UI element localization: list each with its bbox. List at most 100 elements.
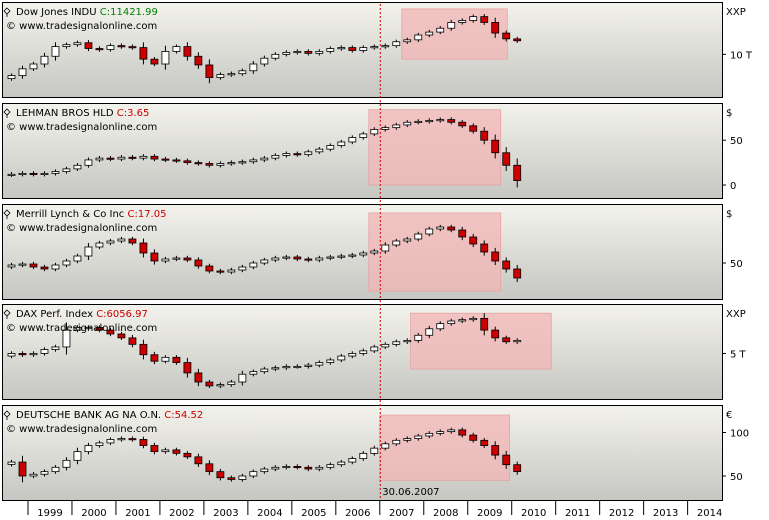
candle	[403, 436, 412, 443]
candle-body-down	[469, 125, 478, 132]
candle	[403, 37, 412, 44]
panel-title: Dow Jones INDU C:11421.99	[16, 7, 158, 18]
candle	[447, 117, 456, 125]
candle	[414, 433, 423, 441]
candle	[447, 318, 456, 326]
candle	[73, 40, 82, 47]
candle	[150, 56, 159, 67]
x-tick-label: 2003	[213, 508, 238, 519]
candle	[40, 264, 49, 272]
candle	[370, 445, 379, 456]
panel-3[interactable]: Merrill Lynch & Co Inc C:17.05 © www.trad…	[2, 204, 743, 300]
candle-body-up	[260, 57, 269, 65]
candle-body-down	[469, 236, 478, 245]
candle-body-down	[128, 46, 137, 49]
candle	[381, 441, 390, 451]
candle-body-up	[117, 156, 126, 160]
candle	[513, 36, 522, 43]
candle	[18, 351, 27, 357]
candle-body-up	[51, 466, 60, 473]
candle-body-down	[128, 156, 137, 159]
candle	[425, 226, 434, 237]
y-tick-label: 100	[730, 428, 749, 439]
candle-body-down	[469, 434, 478, 441]
candle-body-up	[425, 228, 434, 235]
candle-body-up	[469, 317, 478, 321]
instrument-name: LEHMAN BROS HLD	[16, 108, 117, 119]
candle-body-down	[491, 329, 500, 339]
candle	[172, 355, 181, 365]
candle	[106, 437, 115, 446]
candle	[172, 44, 181, 54]
candle	[18, 171, 27, 177]
candle-body-up	[337, 355, 346, 361]
candle	[315, 465, 324, 472]
watermark: © www.tradesignalonline.com	[6, 21, 157, 32]
candle-body-up	[29, 353, 38, 356]
candle	[458, 18, 467, 25]
candle	[513, 264, 522, 283]
candle	[337, 253, 346, 260]
candle	[216, 382, 225, 389]
axis-unit: XXP	[726, 7, 746, 18]
candle	[7, 172, 16, 177]
candle-body-up	[392, 240, 401, 246]
candle	[249, 369, 258, 377]
candle	[348, 45, 357, 53]
panel-2[interactable]: LEHMAN BROS HLD C:3.65 © www.tradesignalo…	[2, 103, 743, 199]
candle-body-up	[216, 384, 225, 387]
candle-body-up	[161, 258, 170, 262]
candle-body-up	[216, 163, 225, 166]
candle-body-up	[337, 255, 346, 258]
candle	[194, 160, 203, 166]
candle	[436, 429, 445, 436]
x-tick-label: 2001	[125, 508, 150, 519]
candle	[491, 441, 500, 460]
candle-body-up	[260, 259, 269, 264]
watermark: © www.tradesignalonline.com	[6, 122, 157, 133]
candle-body-down	[513, 164, 522, 181]
candle-body-down	[304, 51, 313, 54]
candle	[282, 364, 291, 370]
panel-1[interactable]: Dow Jones INDU C:11421.99 © www.tradesign…	[2, 2, 753, 98]
forecast-zone	[401, 8, 508, 60]
candle	[84, 40, 93, 52]
candle	[227, 379, 236, 387]
candle-body-up	[106, 240, 115, 244]
candle-body-down	[150, 155, 159, 160]
candle	[480, 127, 489, 145]
candle-body-down	[194, 456, 203, 465]
candle-body-down	[194, 162, 203, 165]
panel-background	[2, 103, 723, 199]
candle-body-up	[249, 262, 258, 268]
panel-4[interactable]: DAX Perf. Index C:6056.97 © www.tradesign…	[2, 304, 747, 400]
candle-body-down	[18, 461, 27, 477]
candle	[502, 30, 511, 42]
candle-body-down	[29, 263, 38, 268]
candle-body-up	[73, 255, 82, 262]
candle-body-up	[315, 148, 324, 153]
candle	[7, 262, 16, 270]
candle	[194, 453, 203, 467]
candle-body-up	[337, 47, 346, 50]
candle	[95, 440, 104, 448]
candle	[139, 436, 148, 449]
panel-5[interactable]: DEUTSCHE BANK AG NA O.N. C:54.52 © www.tr…	[2, 405, 750, 501]
candle-body-up	[40, 471, 49, 475]
candle-body-up	[359, 47, 368, 51]
candle	[161, 45, 170, 70]
candle	[18, 65, 27, 79]
candle	[216, 72, 225, 80]
candle	[238, 473, 247, 482]
candle	[348, 135, 357, 145]
candle	[513, 338, 522, 344]
candle	[238, 68, 247, 76]
candle-body-up	[315, 51, 324, 54]
candle-body-up	[161, 51, 170, 65]
candle	[128, 155, 137, 161]
candle	[414, 119, 423, 125]
candle	[403, 120, 412, 128]
candle-body-up	[238, 70, 247, 75]
last-price-label: C:3.65	[117, 108, 150, 119]
forecast-zone	[368, 109, 502, 186]
